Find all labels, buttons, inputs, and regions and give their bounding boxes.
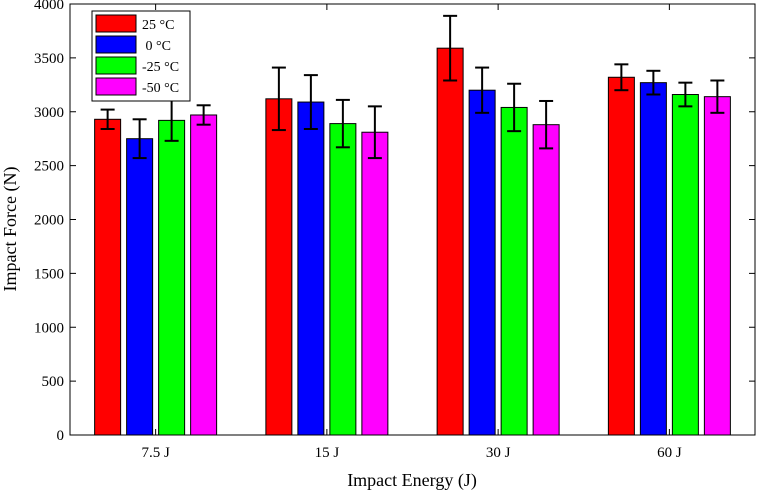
x-tick-label: 60 J [657,445,682,461]
x-tick-label: 15 J [315,445,340,461]
x-tick-label: 7.5 J [141,445,170,461]
y-tick-label: 2500 [34,159,64,175]
y-tick-label: 2000 [34,213,64,229]
y-tick-label: 1500 [34,266,64,282]
bar [436,47,464,436]
legend-swatch [95,77,137,96]
y-tick-label: 1000 [34,320,64,336]
bar [297,101,325,436]
y-tick-label: 4000 [34,0,64,13]
y-tick-label: 3500 [34,51,64,67]
legend-label: 25 °C [142,18,174,33]
bar [265,98,293,436]
bar [361,131,389,436]
y-tick-label: 500 [42,374,65,390]
bar [94,118,122,436]
legend-label: -25 °C [142,60,179,75]
bar [532,124,560,436]
bar [607,76,635,436]
bar [703,96,731,436]
x-axis-label: Impact Energy (J) [347,470,477,491]
legend: 25 °C 0 °C -25 °C -50 °C [91,10,191,102]
bar [671,94,699,436]
bar [158,119,186,436]
bar [190,114,218,436]
bars-group [94,14,731,436]
y-tick-label: 3000 [34,105,64,121]
legend-swatch [95,56,137,75]
bar [500,106,528,436]
bar [126,138,154,436]
legend-swatch [95,35,137,54]
legend-swatch [95,14,137,33]
x-tick-label: 30 J [486,445,511,461]
y-tick-label: 0 [57,428,65,444]
y-axis-label: Impact Force (N) [0,167,21,292]
bar [639,82,667,436]
axes-group: 0 500 1000 1500 2000 2500 3000 3500 4000 7.5 J 15 … [34,0,755,461]
bar [468,89,496,436]
legend-label: -50 °C [142,81,179,96]
bar [329,123,357,436]
legend-label: 0 °C [142,39,171,54]
